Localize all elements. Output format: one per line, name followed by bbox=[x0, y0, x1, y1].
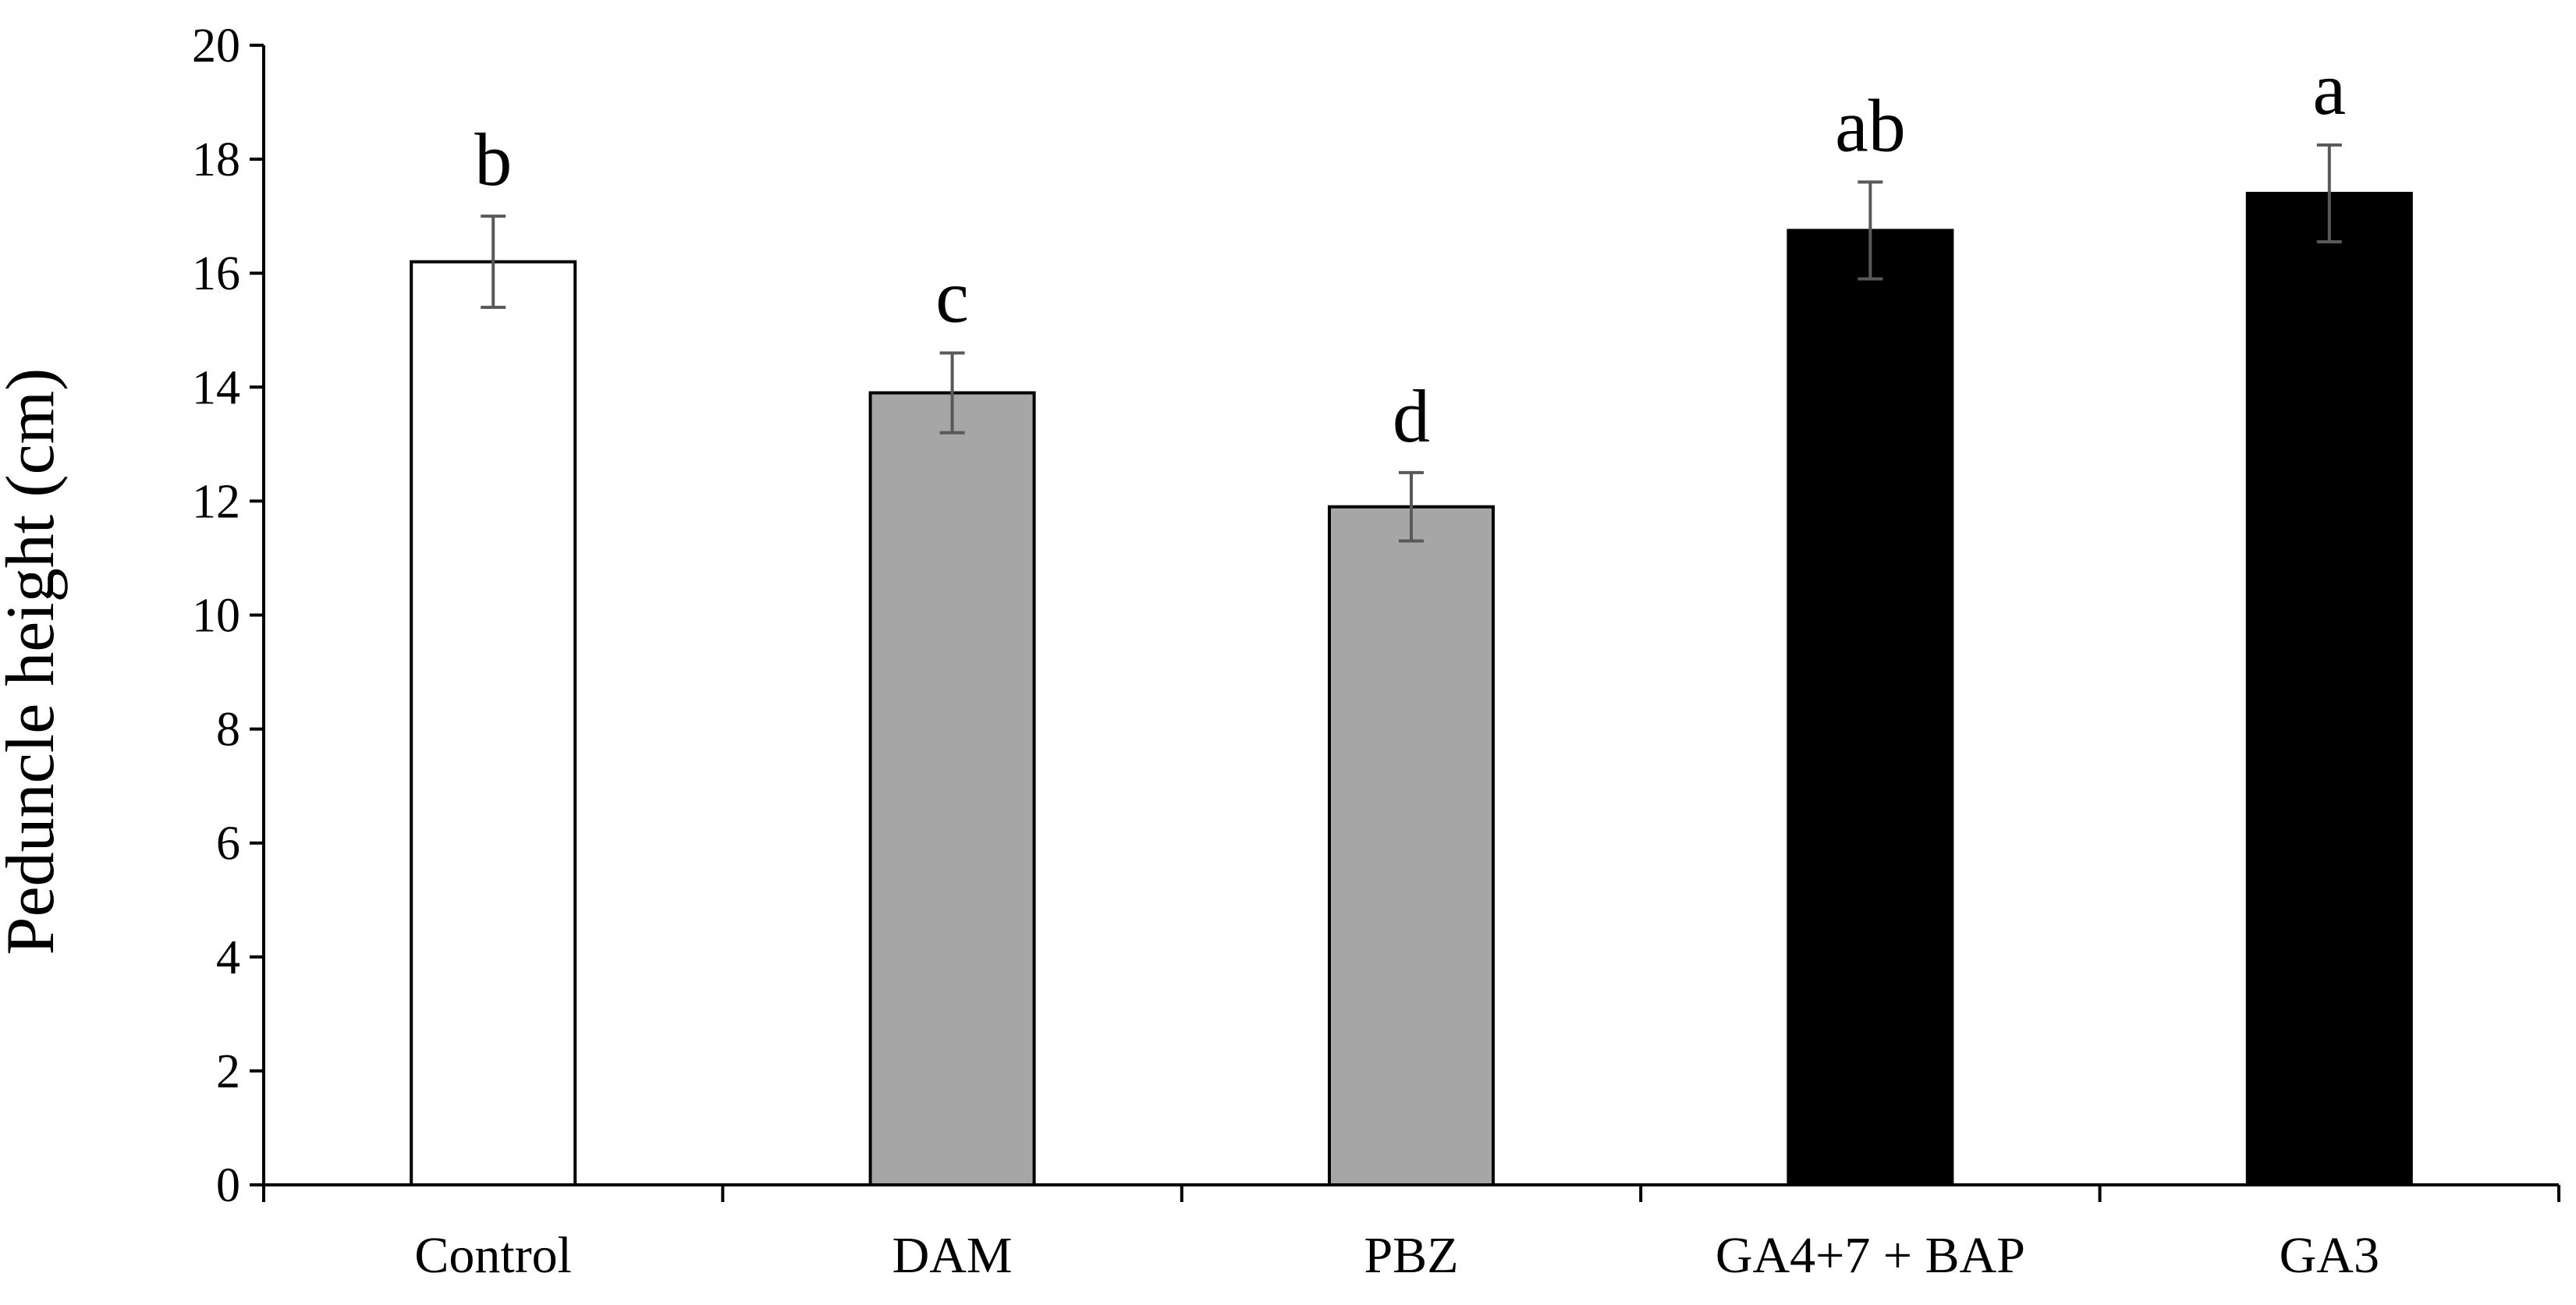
y-tick-label: 20 bbox=[192, 20, 240, 73]
y-tick-label: 4 bbox=[216, 931, 240, 984]
y-tick-label: 8 bbox=[216, 704, 240, 757]
y-tick-label: 14 bbox=[192, 361, 240, 414]
x-axis: Control DAM PBZ GA4+7 + BAP GA3 bbox=[262, 1183, 2560, 1284]
significance-letter: b bbox=[474, 118, 512, 201]
x-category-label: DAM bbox=[892, 1227, 1013, 1284]
bar-control bbox=[410, 260, 577, 1187]
y-tick-label: 6 bbox=[216, 817, 240, 871]
significance-letter: d bbox=[1393, 374, 1430, 458]
significance-letter: ab bbox=[1835, 83, 1906, 167]
y-tick-label: 2 bbox=[216, 1045, 240, 1098]
bar-ga3 bbox=[2245, 191, 2413, 1186]
x-category-label: GA4+7 + BAP bbox=[1716, 1227, 2025, 1284]
bar-dam bbox=[868, 391, 1036, 1187]
significance-letter: a bbox=[2312, 47, 2346, 130]
significance-letter: c bbox=[935, 254, 969, 338]
y-tick-label: 10 bbox=[192, 590, 240, 643]
x-category-label: PBZ bbox=[1364, 1227, 1458, 1284]
bar-ga4-7-bap bbox=[1787, 229, 1954, 1187]
y-axis: 0 2 4 6 8 10 12 14 16 18 20 bbox=[192, 20, 265, 1212]
y-tick-label: 0 bbox=[216, 1159, 240, 1212]
y-tick-label: 12 bbox=[192, 475, 240, 528]
y-tick-label: 16 bbox=[192, 247, 240, 300]
x-category-label: GA3 bbox=[2280, 1227, 2379, 1284]
bar-pbz bbox=[1328, 505, 1495, 1186]
y-axis-title: Peduncle height (cm) bbox=[0, 368, 69, 956]
error-bars-group bbox=[481, 143, 2342, 543]
y-tick-label: 18 bbox=[192, 133, 240, 186]
bars-group bbox=[410, 191, 2413, 1187]
significance-letters-group: b c d ab a bbox=[474, 47, 2346, 458]
x-category-label: Control bbox=[414, 1227, 572, 1284]
